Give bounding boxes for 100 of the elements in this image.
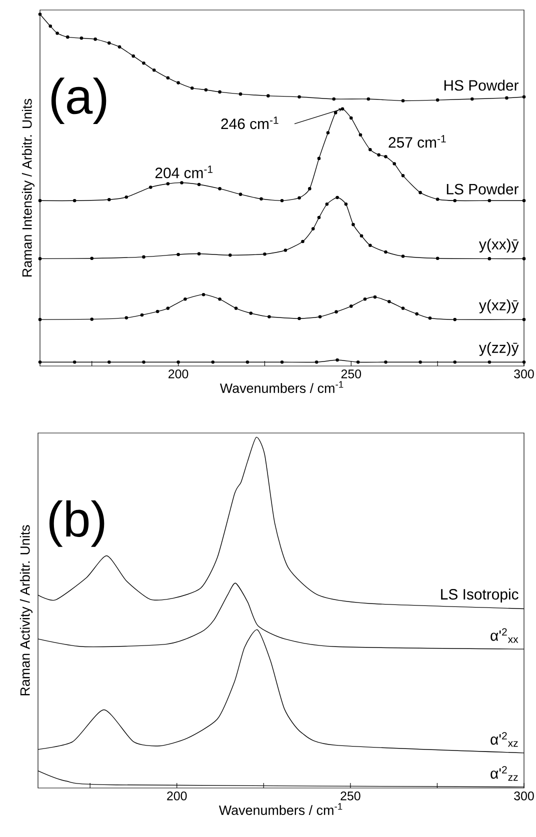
point (38, 360, 42, 364)
y-axis-title: Raman Intensity / Arbitr. Units (22, 98, 34, 276)
point (108, 360, 111, 364)
point (428, 316, 432, 320)
point (363, 298, 367, 301)
point (470, 97, 474, 101)
point (522, 257, 526, 260)
point (176, 81, 180, 84)
point (436, 98, 440, 102)
point (418, 190, 422, 194)
point (38, 199, 42, 202)
point (308, 187, 312, 190)
point (118, 45, 122, 49)
point (505, 96, 508, 100)
point (301, 240, 304, 244)
series-label: y(zz)ȳ (478, 342, 519, 356)
point (298, 316, 301, 320)
series-label: y(xx)ȳ (478, 238, 519, 252)
point (415, 312, 418, 316)
series-label: HS Powder (444, 80, 519, 91)
point (238, 192, 242, 196)
point (211, 360, 214, 364)
point (218, 187, 222, 190)
point (368, 148, 372, 152)
point (228, 254, 232, 257)
point (204, 88, 208, 92)
point (72, 360, 76, 364)
series-label: LS Isotropic (441, 588, 518, 603)
point (317, 156, 321, 160)
point (284, 248, 288, 252)
point (108, 41, 111, 45)
point (522, 95, 526, 99)
point (124, 195, 128, 199)
point (401, 306, 405, 310)
point (80, 36, 84, 40)
point (156, 310, 160, 314)
point (368, 244, 372, 247)
y-axis-title: Raman Activity / Arbitr. Units (20, 525, 32, 696)
point (488, 199, 492, 202)
point (166, 182, 170, 186)
point (377, 153, 380, 157)
x-axis-title: Wavenumbers / cm$^{-1}$ (218, 803, 342, 815)
point (318, 315, 322, 318)
point (38, 318, 42, 322)
point (218, 298, 222, 301)
point (197, 182, 201, 186)
point (246, 360, 250, 364)
annotation: (b) (49, 500, 104, 547)
point (298, 196, 301, 200)
point (453, 360, 457, 364)
point (334, 111, 338, 114)
series-label: LS Powder (446, 183, 519, 194)
annotation: 204 cm$^{-1}$ (155, 166, 212, 178)
x-axis-title: Wavenumbers / cm$^{-1}$ (220, 381, 344, 393)
point (142, 255, 146, 259)
point (325, 202, 329, 206)
point (148, 186, 152, 189)
point (522, 360, 526, 364)
x-tick-label: 200 (168, 370, 188, 378)
point (334, 310, 338, 314)
point (132, 54, 135, 58)
point (249, 312, 253, 315)
series-label: α'$^{2}$zz (490, 766, 518, 781)
point (298, 95, 301, 99)
point (356, 360, 360, 364)
point (350, 304, 353, 308)
point (340, 107, 344, 110)
point (332, 97, 336, 101)
x-tick-label: 250 (340, 792, 360, 800)
point (280, 360, 284, 364)
point (66, 35, 70, 39)
x-tick-label: 300 (514, 792, 534, 800)
point (392, 162, 396, 166)
point (140, 313, 144, 317)
point (488, 257, 492, 260)
point (218, 90, 222, 94)
point (401, 174, 405, 178)
point (384, 155, 388, 158)
point (268, 315, 271, 318)
point (336, 196, 339, 200)
annotation: 257 cm$^{-1}$ (388, 135, 446, 148)
point (238, 92, 242, 96)
point (176, 360, 180, 364)
point (260, 197, 263, 201)
series-label: α'$^{2}$xz (490, 732, 518, 747)
point (266, 94, 270, 98)
point (72, 199, 76, 202)
point (384, 250, 388, 254)
point (166, 306, 170, 310)
point (401, 254, 405, 258)
point (190, 86, 194, 90)
point (388, 300, 391, 304)
point (184, 298, 187, 301)
annotation: (a) (51, 78, 106, 124)
point (352, 222, 355, 226)
point (436, 198, 440, 201)
point (336, 358, 339, 362)
point (317, 216, 321, 220)
point (522, 318, 526, 322)
point (142, 360, 146, 364)
